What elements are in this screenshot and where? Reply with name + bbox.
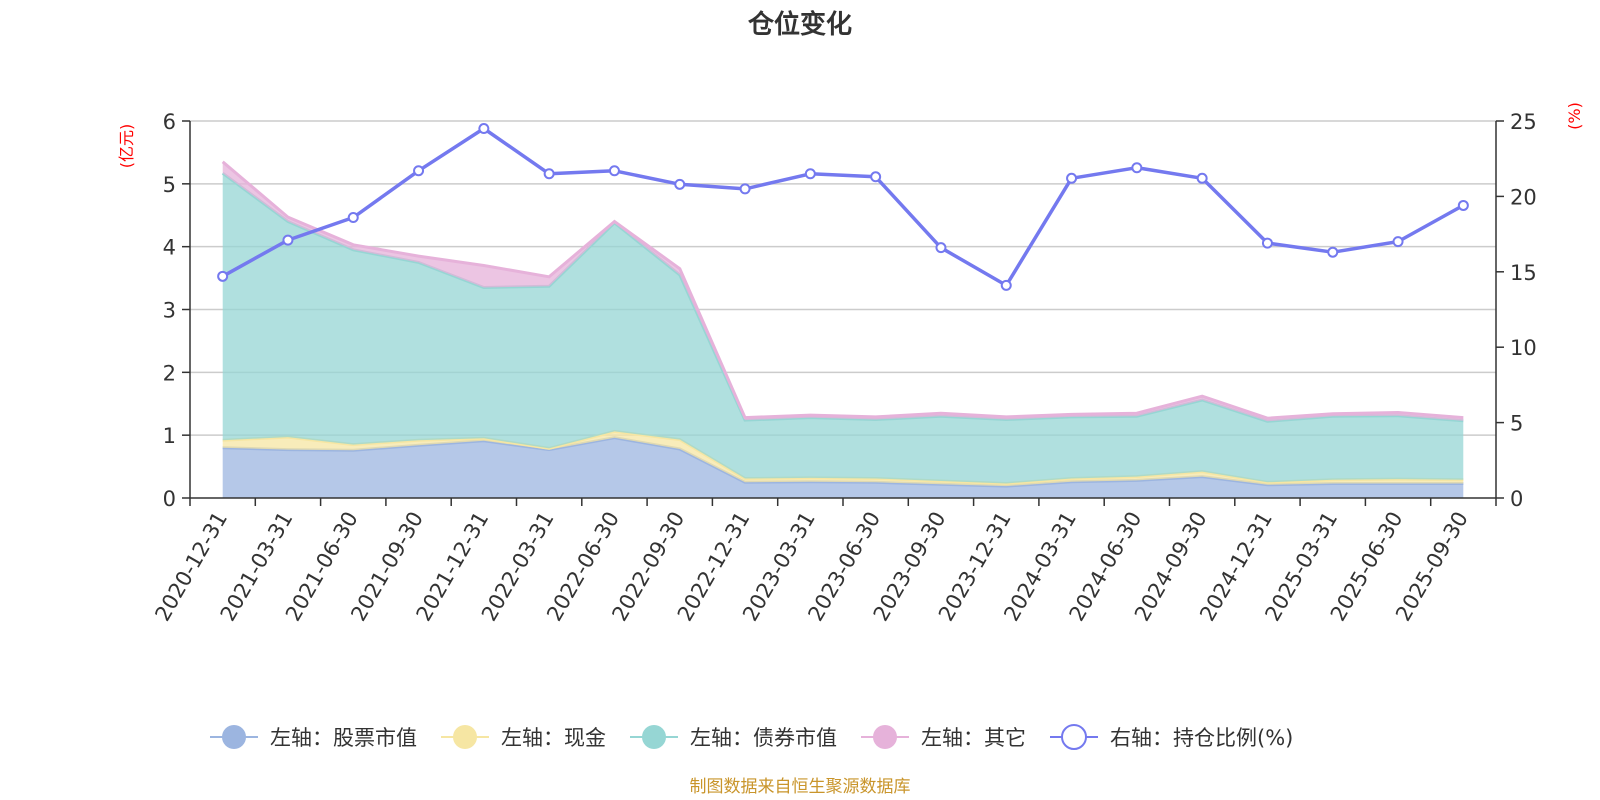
ratio-point-8[interactable] bbox=[739, 183, 751, 195]
right-tick-label-3: 15 bbox=[1510, 261, 1537, 285]
ratio-point-16[interactable] bbox=[1261, 237, 1273, 249]
right-tick-label-2: 10 bbox=[1510, 336, 1537, 360]
area-stock bbox=[222, 437, 1464, 498]
ratio-point-13[interactable] bbox=[1066, 172, 1078, 184]
legend-marker-stock[interactable] bbox=[222, 725, 246, 749]
right-tick-label-0: 0 bbox=[1510, 487, 1523, 511]
data-source-note: 制图数据来自恒生聚源数据库 bbox=[690, 777, 911, 797]
legend-label-other[interactable]: 左轴：其它 bbox=[921, 726, 1026, 750]
legend-label-bond[interactable]: 左轴：债券市值 bbox=[690, 726, 837, 750]
right-axis-unit: (%) bbox=[1565, 102, 1584, 130]
legend-marker-ratio[interactable] bbox=[1061, 724, 1087, 750]
ratio-point-5[interactable] bbox=[543, 168, 555, 180]
legend-label-cash[interactable]: 左轴：现金 bbox=[501, 726, 606, 750]
ratio-point-15[interactable] bbox=[1196, 172, 1208, 184]
ratio-point-4[interactable] bbox=[478, 123, 490, 135]
chart-title: 仓位变化 bbox=[747, 9, 852, 40]
left-tick-label-4: 4 bbox=[163, 236, 176, 260]
area-edge-other bbox=[221, 160, 1464, 420]
ratio-point-10[interactable] bbox=[870, 171, 882, 183]
ratio-point-3[interactable] bbox=[413, 165, 425, 177]
left-tick-label-1: 1 bbox=[163, 424, 176, 448]
ratio-point-12[interactable] bbox=[1000, 279, 1012, 291]
left-tick-label-3: 3 bbox=[163, 299, 176, 323]
legend-marker-bond[interactable] bbox=[642, 725, 666, 749]
ratio-point-2[interactable] bbox=[347, 212, 359, 224]
left-axis-unit: (亿元) bbox=[117, 124, 136, 169]
ratio-line bbox=[217, 123, 1469, 291]
legend: 左轴：股票市值 左轴：现金 左轴：债券市值 左轴：其它 右轴：持仓比例(%) bbox=[210, 724, 1293, 750]
ratio-point-18[interactable] bbox=[1392, 236, 1404, 248]
ratio-point-11[interactable] bbox=[935, 242, 947, 254]
legend-marker-cash[interactable] bbox=[453, 725, 477, 749]
ratio-point-0[interactable] bbox=[217, 270, 229, 282]
area-bond bbox=[222, 173, 1464, 484]
left-tick-label-6: 6 bbox=[163, 110, 176, 134]
right-tick-label-4: 20 bbox=[1510, 185, 1537, 209]
ratio-point-14[interactable] bbox=[1131, 162, 1143, 174]
ratio-point-1[interactable] bbox=[282, 234, 294, 246]
ratio-point-17[interactable] bbox=[1327, 246, 1339, 258]
right-tick-label-1: 5 bbox=[1510, 412, 1523, 436]
stacked-areas bbox=[221, 160, 1464, 498]
left-tick-label-2: 2 bbox=[163, 361, 176, 385]
ratio-point-9[interactable] bbox=[804, 168, 816, 180]
ratio-point-19[interactable] bbox=[1457, 199, 1469, 211]
legend-marker-other[interactable] bbox=[873, 725, 897, 749]
ratio-point-6[interactable] bbox=[608, 165, 620, 177]
ratio-line-path bbox=[221, 126, 1465, 288]
legend-label-ratio[interactable]: 右轴：持仓比例(%) bbox=[1110, 726, 1293, 750]
left-tick-label-0: 0 bbox=[163, 487, 176, 511]
legend-label-stock[interactable]: 左轴：股票市值 bbox=[270, 726, 417, 750]
ratio-point-7[interactable] bbox=[674, 178, 686, 190]
right-tick-label-5: 25 bbox=[1510, 110, 1537, 134]
left-tick-label-5: 5 bbox=[163, 173, 176, 197]
